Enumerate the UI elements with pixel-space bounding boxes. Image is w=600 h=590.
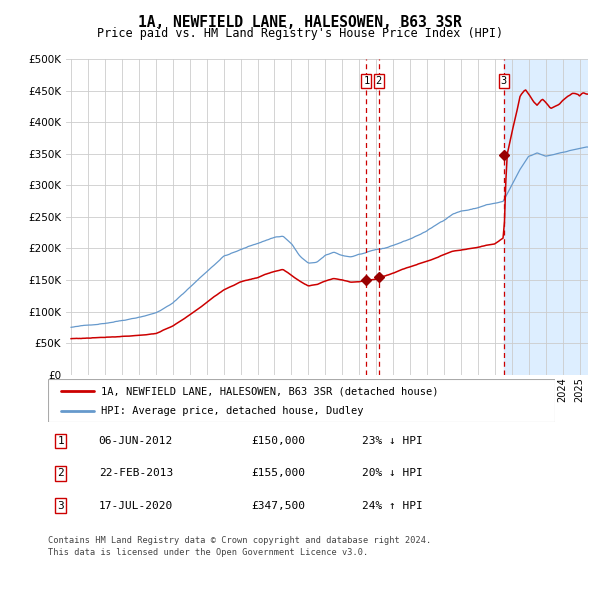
Text: 2: 2 <box>376 76 382 86</box>
Text: 1A, NEWFIELD LANE, HALESOWEN, B63 3SR: 1A, NEWFIELD LANE, HALESOWEN, B63 3SR <box>138 15 462 30</box>
Text: 20% ↓ HPI: 20% ↓ HPI <box>362 468 423 478</box>
Text: 2: 2 <box>58 468 64 478</box>
Text: HPI: Average price, detached house, Dudley: HPI: Average price, detached house, Dudl… <box>101 407 364 416</box>
Text: Contains HM Land Registry data © Crown copyright and database right 2024.: Contains HM Land Registry data © Crown c… <box>48 536 431 545</box>
Text: 22-FEB-2013: 22-FEB-2013 <box>98 468 173 478</box>
Text: 06-JUN-2012: 06-JUN-2012 <box>98 436 173 446</box>
Text: Price paid vs. HM Land Registry's House Price Index (HPI): Price paid vs. HM Land Registry's House … <box>97 27 503 40</box>
Text: 3: 3 <box>501 76 507 86</box>
Text: 1: 1 <box>364 76 370 86</box>
Text: 23% ↓ HPI: 23% ↓ HPI <box>362 436 423 446</box>
Text: 3: 3 <box>58 501 64 511</box>
Text: This data is licensed under the Open Government Licence v3.0.: This data is licensed under the Open Gov… <box>48 548 368 556</box>
Text: £155,000: £155,000 <box>251 468 305 478</box>
Text: 1: 1 <box>58 436 64 446</box>
Text: £347,500: £347,500 <box>251 501 305 511</box>
Bar <box>504 59 600 375</box>
Text: 24% ↑ HPI: 24% ↑ HPI <box>362 501 423 511</box>
Text: 17-JUL-2020: 17-JUL-2020 <box>98 501 173 511</box>
Text: £150,000: £150,000 <box>251 436 305 446</box>
Text: 1A, NEWFIELD LANE, HALESOWEN, B63 3SR (detached house): 1A, NEWFIELD LANE, HALESOWEN, B63 3SR (d… <box>101 386 439 396</box>
FancyBboxPatch shape <box>48 379 555 422</box>
